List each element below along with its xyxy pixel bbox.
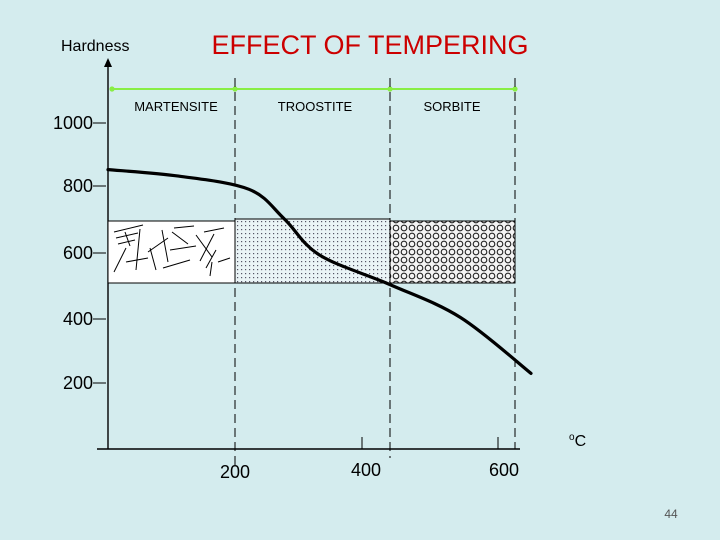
microstructure-band (107, 218, 516, 284)
range-marker (232, 86, 238, 92)
y-tick-label-600: 600 (63, 243, 93, 263)
y-axis-arrow-icon (104, 58, 112, 67)
x-axis-ticks: 200 400 600 (220, 437, 519, 482)
y-axis-ticks: 1000 800 600 400 200 (53, 113, 106, 393)
phase-label-troostite: TROOSTITE (278, 99, 353, 114)
y-tick-label-800: 800 (63, 176, 93, 196)
chart-title: EFFECT OF TEMPERING (211, 30, 528, 60)
x-tick-label-200: 200 (220, 462, 250, 482)
phase-label-martensite: MARTENSITE (134, 99, 218, 114)
y-tick-label-400: 400 (63, 309, 93, 329)
martensite-needles (113, 224, 231, 277)
range-marker (512, 86, 518, 92)
sorbite-structure (389, 220, 516, 284)
martensite-structure (107, 220, 236, 284)
page-number: 44 (664, 507, 678, 521)
y-tick-label-200: 200 (63, 373, 93, 393)
x-axis-unit: oC (569, 432, 586, 450)
range-marker (109, 86, 115, 92)
phase-label-sorbite: SORBITE (423, 99, 480, 114)
range-marker (387, 86, 393, 92)
y-tick-label-1000: 1000 (53, 113, 93, 133)
x-tick-label-600: 600 (489, 460, 519, 480)
x-tick-label-400: 400 (351, 460, 381, 480)
y-axis-label: Hardness (61, 38, 129, 55)
hardness-curve (106, 168, 533, 375)
